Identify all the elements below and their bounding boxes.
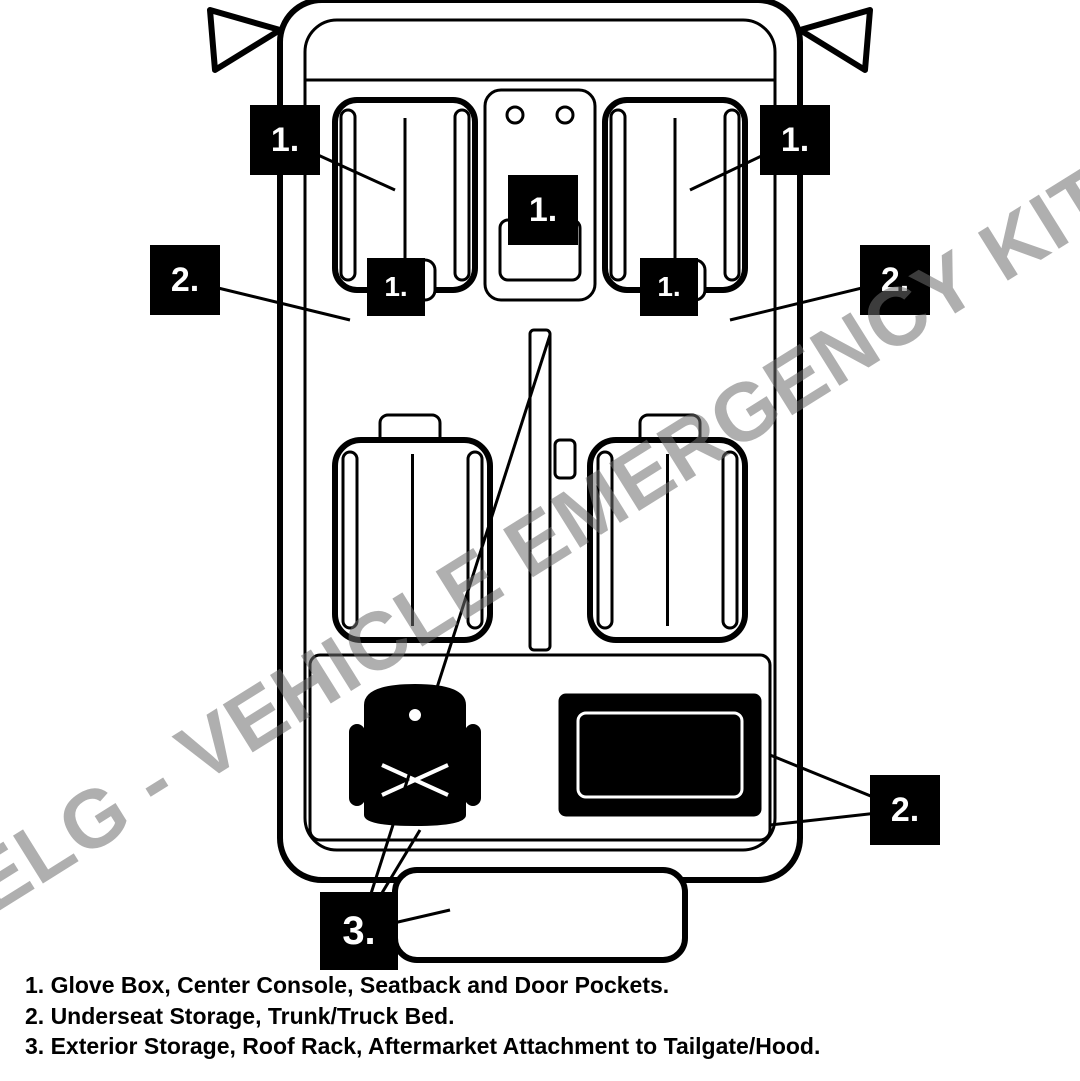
- callout-c1d: 1.: [367, 258, 425, 316]
- callout-c1b: 1.: [760, 105, 830, 175]
- callout-c2a: 2.: [150, 245, 220, 315]
- leader-lines: [0, 0, 1080, 1081]
- callout-c2c: 2.: [870, 775, 940, 845]
- callout-c2b: 2.: [860, 245, 930, 315]
- legend-item-1: 1. Glove Box, Center Console, Seatback a…: [25, 971, 1055, 1000]
- callout-c1a: 1.: [250, 105, 320, 175]
- callout-c1c: 1.: [508, 175, 578, 245]
- legend-item-3: 3. Exterior Storage, Roof Rack, Aftermar…: [25, 1032, 1055, 1061]
- callout-c1e: 1.: [640, 258, 698, 316]
- legend-item-2: 2. Underseat Storage, Trunk/Truck Bed.: [25, 1002, 1055, 1031]
- legend: 1. Glove Box, Center Console, Seatback a…: [25, 969, 1055, 1063]
- callout-c3: 3.: [320, 892, 398, 970]
- diagram-stage: 1.1.1.1.1.2.2.2.3. ELG - VEHICLE EMERGEN…: [0, 0, 1080, 1081]
